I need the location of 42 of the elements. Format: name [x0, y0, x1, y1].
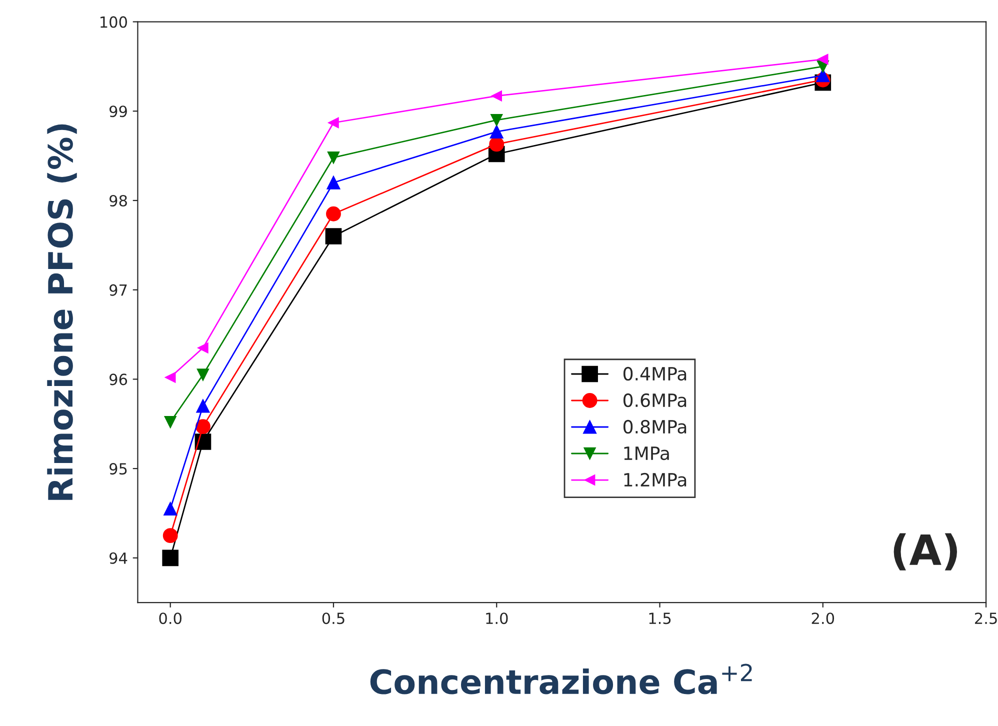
point: [490, 114, 503, 126]
x-tick-label: 0.0: [159, 612, 182, 624]
y-tick-label: 95: [110, 463, 127, 475]
x-tick-label: 0.5: [322, 612, 344, 624]
point: [196, 399, 210, 413]
legend-label: 1MPa: [624, 446, 669, 460]
point: [162, 550, 179, 566]
y-axis-title: Rimozione PFOS (%): [47, 124, 77, 500]
point: [164, 416, 176, 428]
y-tick-label: 94: [110, 552, 128, 564]
point: [491, 90, 502, 102]
point: [327, 152, 340, 164]
point: [198, 342, 208, 354]
legend-label: 0.4MPa: [623, 366, 686, 381]
point: [816, 68, 830, 82]
y-tick-label: 100: [100, 16, 127, 28]
point: [196, 419, 210, 434]
point: [325, 228, 342, 244]
point: [489, 136, 504, 152]
legend-label: 0.6MPa: [623, 393, 686, 408]
point: [194, 434, 212, 450]
point: [326, 206, 341, 222]
point: [328, 117, 339, 128]
x-tick-label: 2.5: [974, 612, 997, 624]
x-tick-label: 1.5: [649, 612, 671, 624]
point: [196, 368, 210, 381]
x-tick-label: 2.0: [812, 612, 834, 624]
point: [162, 528, 178, 544]
point: [818, 54, 828, 65]
y-tick-label: 96: [110, 374, 128, 386]
legend-label: 1.2MPa: [624, 472, 686, 487]
point: [490, 124, 504, 138]
x-tick-label: 1.0: [486, 612, 508, 624]
y-tick-label: 97: [110, 284, 127, 296]
y-tick-label: 98: [110, 194, 127, 207]
annotation: (A): [894, 533, 957, 570]
point: [164, 502, 178, 516]
point: [326, 176, 340, 190]
x-axis-title: Concentrazione Ca$^{+2}$: [370, 664, 752, 694]
point: [164, 372, 176, 383]
legend-label: 0.8MPa: [623, 420, 686, 434]
y-tick-label: 99: [110, 106, 127, 118]
